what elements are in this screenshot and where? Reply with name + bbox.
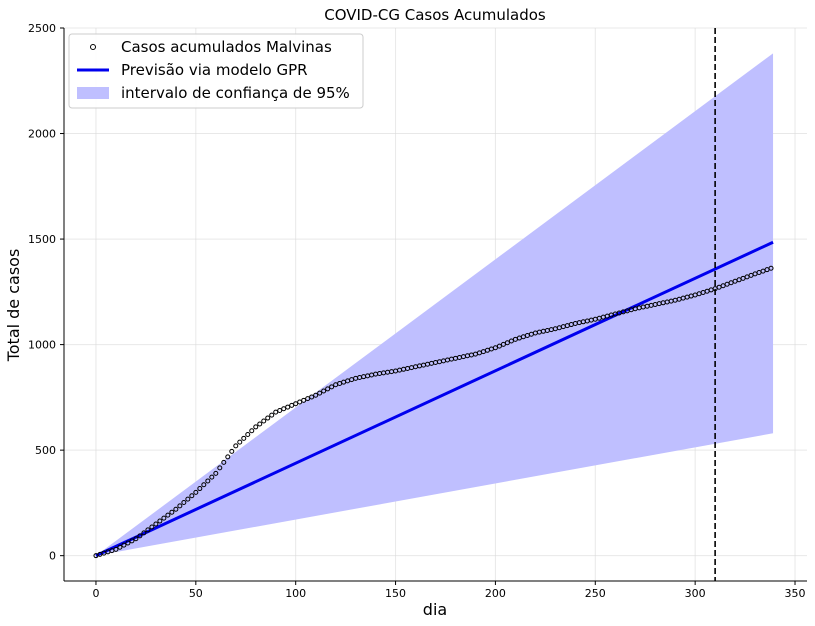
data-point [201, 482, 207, 488]
data-point [157, 518, 163, 524]
legend: Casos acumulados Malvinas Previsão via m… [68, 33, 364, 109]
data-point [149, 524, 155, 530]
data-point [301, 397, 307, 403]
data-point [309, 394, 315, 400]
x-tick-label: 200 [485, 587, 506, 600]
data-point [185, 496, 191, 502]
data-point [117, 544, 123, 550]
x-tick-label: 50 [189, 587, 203, 600]
data-point [329, 384, 335, 390]
data-point [229, 448, 235, 454]
data-point [133, 536, 139, 542]
data-point [273, 409, 279, 415]
data-point [141, 530, 147, 536]
x-tick-label: 250 [585, 587, 606, 600]
data-point [321, 388, 327, 394]
x-axis-title: dia [423, 600, 447, 619]
legend-label-points: Casos acumulados Malvinas [121, 38, 332, 56]
data-point [129, 538, 135, 544]
data-point [189, 493, 195, 499]
data-point [249, 428, 255, 434]
data-point [221, 459, 227, 465]
data-point [500, 341, 506, 347]
y-axis-title: Total de casos [4, 249, 23, 363]
data-point [181, 499, 187, 505]
data-point [277, 407, 283, 413]
data-point [257, 421, 263, 427]
data-point [161, 515, 167, 521]
legend-marker-band [77, 87, 109, 99]
data-point [193, 489, 199, 495]
data-point [317, 390, 323, 396]
data-point [492, 345, 498, 351]
data-point [169, 509, 175, 515]
data-point [217, 465, 223, 471]
data-point [269, 412, 275, 418]
data-point [504, 340, 510, 346]
x-tick-label: 100 [285, 587, 306, 600]
data-point [233, 443, 239, 449]
data-point [305, 396, 311, 402]
data-point [113, 546, 119, 552]
prediction-line-layer [95, 240, 774, 558]
legend-marker-points [90, 44, 96, 50]
legend-label-band: intervalo de confiança de 95% [121, 84, 350, 102]
data-point [285, 404, 291, 410]
data-point [293, 401, 299, 407]
chart-title: COVID-CG Casos Acumulados [324, 6, 546, 24]
y-tick-label: 1500 [28, 233, 56, 246]
y-tick-label: 2000 [28, 128, 56, 141]
y-tick-label: 2500 [28, 22, 56, 35]
x-tick-label: 350 [785, 587, 806, 600]
y-tick-label: 0 [49, 550, 56, 563]
data-point [165, 512, 171, 518]
data-point [261, 418, 267, 424]
y-tick-label: 500 [35, 444, 56, 457]
x-tick-label: 300 [685, 587, 706, 600]
data-point [137, 533, 143, 539]
y-axis-ticks: 0 500 1000 1500 2000 2500 [28, 22, 64, 563]
data-point [508, 338, 514, 344]
data-point [237, 439, 243, 445]
y-tick-label: 1000 [28, 339, 56, 352]
data-point [265, 415, 271, 421]
legend-frame [68, 33, 364, 109]
data-point [213, 470, 219, 476]
data-point [241, 435, 247, 441]
data-point [153, 521, 159, 527]
data-point [281, 406, 287, 412]
data-point [313, 392, 319, 398]
legend-label-line: Previsão via modelo GPR [121, 61, 308, 79]
data-points [93, 265, 774, 559]
x-tick-label: 150 [385, 587, 406, 600]
data-point [297, 399, 303, 405]
data-point [209, 474, 215, 480]
data-point [177, 503, 183, 509]
data-point [245, 432, 251, 438]
data-point [325, 386, 331, 392]
confidence-band-area [95, 53, 774, 556]
data-point [121, 542, 127, 548]
data-point [768, 265, 774, 271]
prediction-line [95, 240, 774, 558]
data-point [253, 424, 259, 430]
data-point [145, 527, 151, 533]
data-point [205, 478, 211, 484]
x-tick-label: 0 [92, 587, 99, 600]
data-point [289, 402, 295, 408]
data-point [125, 540, 131, 546]
confidence-band [95, 53, 774, 556]
data-point [496, 343, 502, 349]
data-point [225, 454, 231, 460]
data-point [173, 506, 179, 512]
data-point [197, 486, 203, 492]
x-axis-ticks: 0 50 100 150 200 250 300 350 [92, 581, 806, 600]
